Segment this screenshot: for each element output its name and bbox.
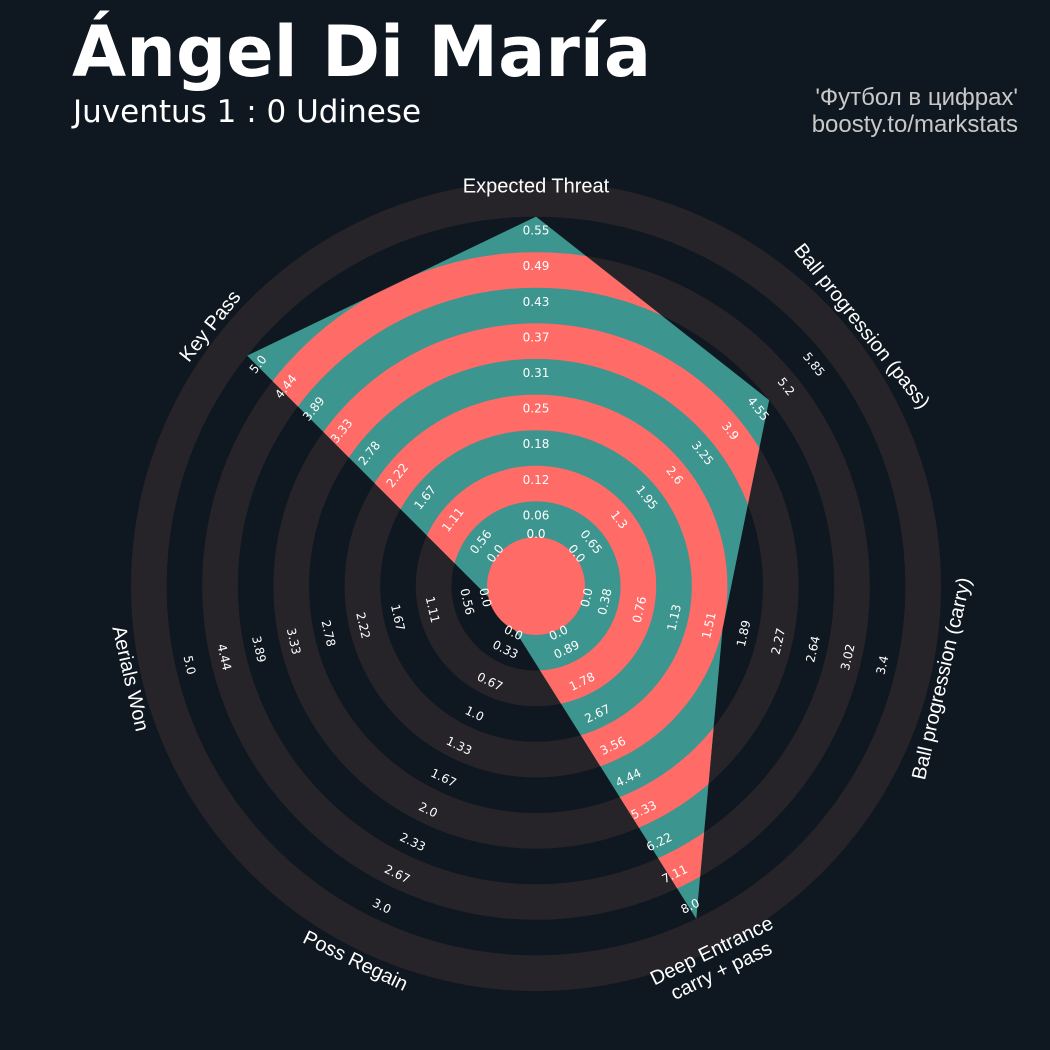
credit-line-1: 'Футбол в цифрах' bbox=[815, 84, 1018, 111]
page-subtitle: Juventus 1 : 0 Udinese bbox=[73, 94, 422, 130]
tick-label: 2.64 bbox=[803, 635, 823, 664]
tick-label: 0.31 bbox=[523, 366, 550, 380]
tick-label: 1.11 bbox=[423, 595, 443, 624]
tick-label: 2.78 bbox=[319, 619, 339, 648]
page-title: Ángel Di María bbox=[72, 11, 652, 93]
tick-label: 0.38 bbox=[595, 587, 615, 616]
tick-label: 0.0 bbox=[526, 527, 545, 541]
tick-label: 0.25 bbox=[523, 402, 550, 416]
tick-label: 3.0 bbox=[370, 896, 393, 917]
tick-label: 3.33 bbox=[284, 627, 304, 656]
tick-label: 0.43 bbox=[523, 295, 550, 309]
center-disc bbox=[487, 537, 585, 635]
credit-line-2: boosty.to/markstats bbox=[811, 111, 1018, 138]
tick-label: 0.56 bbox=[457, 587, 477, 616]
tick-label: 0.18 bbox=[523, 437, 550, 451]
tick-label: 2.22 bbox=[353, 611, 373, 640]
tick-label: 4.44 bbox=[214, 643, 234, 672]
tick-label: 0.76 bbox=[630, 595, 650, 624]
tick-label: 3.89 bbox=[249, 635, 269, 664]
tick-label: 5.0 bbox=[181, 654, 199, 676]
tick-label: 1.13 bbox=[664, 603, 684, 632]
tick-label: 3.4 bbox=[874, 654, 892, 676]
tick-label: 1.0 bbox=[463, 703, 486, 724]
tick-label: 1.67 bbox=[429, 766, 459, 790]
tick-label: 0.55 bbox=[523, 224, 550, 238]
tick-label: 2.27 bbox=[769, 627, 789, 656]
tick-label: 0.0 bbox=[476, 587, 494, 609]
tick-label: 1.89 bbox=[734, 619, 754, 648]
axis-label: Expected Threat bbox=[463, 176, 610, 198]
tick-label: 3.02 bbox=[838, 643, 858, 672]
tick-label: 8.0 bbox=[679, 896, 702, 917]
tick-label: 0.12 bbox=[523, 473, 550, 487]
tick-label: 1.67 bbox=[388, 603, 408, 632]
tick-label: 2.33 bbox=[398, 830, 428, 854]
tick-label: 0.0 bbox=[578, 587, 596, 609]
tick-label: 0.49 bbox=[523, 259, 550, 273]
tick-label: 0.37 bbox=[523, 330, 550, 344]
tick-label: 1.51 bbox=[699, 611, 719, 640]
tick-label: 0.06 bbox=[523, 508, 550, 522]
